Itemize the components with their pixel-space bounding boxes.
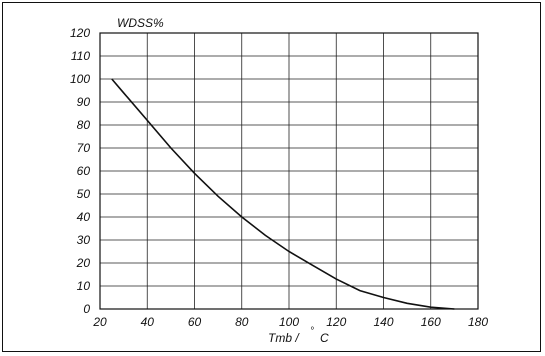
grid — [99, 32, 479, 310]
series-line — [111, 78, 455, 310]
y-tick-label: 100 — [70, 72, 90, 86]
y-axis-label: WDSS% — [117, 16, 164, 30]
y-tick-label: 10 — [77, 279, 91, 293]
x-axis-label-unit: C — [320, 331, 329, 345]
y-tick-label: 50 — [77, 187, 91, 201]
y-tick-label: 40 — [77, 210, 91, 224]
tick-labels: 20 40 60 80 100 120 140 160 180 0 10 20 30 40 50 60 70 80… — [70, 26, 488, 329]
series-lines — [111, 78, 455, 310]
x-tick-label: 40 — [141, 315, 155, 329]
y-tick-label: 120 — [70, 26, 90, 40]
y-tick-label: 80 — [77, 118, 91, 132]
y-tick-label: 60 — [77, 164, 91, 178]
x-tick-label: 160 — [421, 315, 441, 329]
y-tick-label: 110 — [71, 49, 90, 63]
chart-frame — [2, 2, 541, 352]
y-tick-label: 0 — [83, 302, 90, 316]
plot-area — [99, 32, 479, 310]
y-tick-label: 70 — [77, 141, 91, 155]
x-tick-label: 180 — [468, 315, 488, 329]
x-tick-label: 140 — [373, 315, 393, 329]
x-tick-label: 120 — [326, 315, 346, 329]
x-axis-label: Tmb / ° C — [268, 326, 329, 345]
x-tick-label: 80 — [235, 315, 249, 329]
x-tick-label: 20 — [92, 315, 107, 329]
x-axis-label-degree: ° — [310, 326, 314, 337]
x-tick-label: 100 — [279, 315, 299, 329]
x-tick-label: 60 — [188, 315, 202, 329]
y-tick-label: 90 — [77, 95, 91, 109]
y-tick-label: 30 — [77, 233, 91, 247]
x-axis-label-main: Tmb / — [268, 331, 300, 345]
y-tick-label: 20 — [76, 256, 91, 270]
